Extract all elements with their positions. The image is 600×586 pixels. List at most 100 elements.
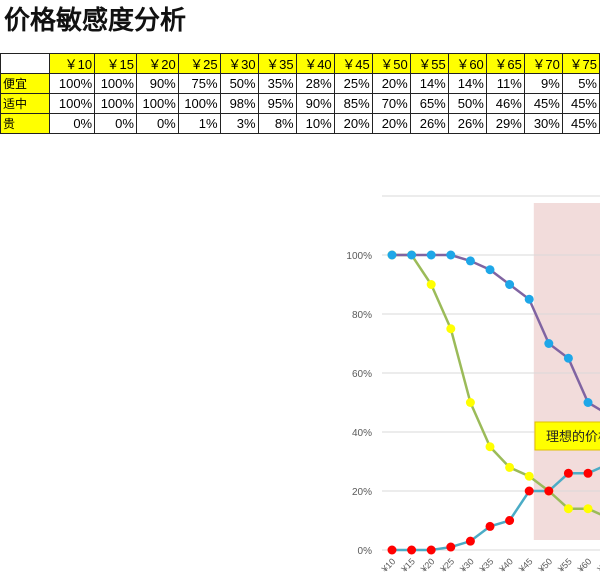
data-point: [524, 486, 534, 496]
data-point: [485, 265, 495, 275]
header-cell[interactable]: ￥50: [371, 53, 411, 74]
data-point: [544, 339, 554, 348]
x-tick-label: ¥40: [497, 556, 515, 574]
table-cell[interactable]: 50%: [219, 73, 259, 94]
data-point: [563, 504, 573, 514]
table-cell[interactable]: 98%: [219, 93, 259, 114]
header-cell[interactable]: ￥20: [135, 53, 179, 74]
x-tick-label: ¥15: [399, 556, 417, 574]
table-cell[interactable]: 11%: [485, 73, 525, 94]
table-cell[interactable]: 100%: [135, 93, 179, 114]
table-cell[interactable]: 9%: [523, 73, 563, 94]
table-cell[interactable]: 26%: [409, 113, 449, 134]
row-label[interactable]: 便宜: [0, 73, 51, 94]
table-cell[interactable]: 75%: [177, 73, 221, 94]
table-cell[interactable]: 20%: [371, 113, 411, 134]
data-point: [505, 516, 515, 525]
table-cell[interactable]: 90%: [135, 73, 179, 94]
header-cell[interactable]: ￥75: [561, 53, 600, 74]
header-cell[interactable]: ￥10: [49, 53, 96, 74]
table-cell[interactable]: 45%: [561, 93, 600, 114]
data-point: [446, 250, 456, 260]
table-cell[interactable]: 100%: [49, 73, 96, 94]
table-cell[interactable]: 28%: [295, 73, 335, 94]
header-cell[interactable]: ￥25: [177, 53, 221, 74]
table-cell[interactable]: 35%: [257, 73, 297, 94]
table-cell[interactable]: 26%: [447, 113, 487, 134]
data-point: [446, 324, 456, 334]
page-title: 价格敏感度分析: [4, 6, 187, 36]
x-tick-label: ¥55: [555, 556, 573, 574]
table-cell[interactable]: 29%: [485, 113, 525, 134]
header-cell[interactable]: ￥30: [219, 53, 259, 74]
table-cell[interactable]: 0%: [49, 113, 96, 134]
table-cell[interactable]: 90%: [295, 93, 335, 114]
table-cell[interactable]: 14%: [447, 73, 487, 94]
table-cell[interactable]: 5%: [561, 73, 600, 94]
table-cell[interactable]: 20%: [333, 113, 373, 134]
data-point: [563, 353, 573, 363]
table-cell[interactable]: 65%: [409, 93, 449, 114]
table-cell[interactable]: 100%: [94, 73, 137, 94]
y-tick-label: 80%: [352, 310, 372, 321]
table-cell[interactable]: 20%: [371, 73, 411, 94]
table-cell[interactable]: 3%: [219, 113, 259, 134]
table-row: 贵 0% 0% 0% 1% 3% 8% 10% 20% 20% 26% 26% 29% 30% 45%: [0, 113, 600, 134]
data-point: [583, 468, 593, 478]
y-tick-label: 20%: [352, 487, 372, 498]
table-cell[interactable]: 46%: [485, 93, 525, 114]
table-cell[interactable]: 8%: [257, 113, 297, 134]
header-cell[interactable]: ￥70: [523, 53, 563, 74]
x-tick-label: ¥50: [536, 556, 554, 574]
table-cell[interactable]: 95%: [257, 93, 297, 114]
x-tick-label: ¥45: [516, 556, 534, 574]
header-cell[interactable]: ￥45: [333, 53, 373, 74]
data-point: [465, 536, 475, 546]
row-label[interactable]: 贵: [0, 113, 51, 134]
table-cell[interactable]: 70%: [371, 93, 411, 114]
y-tick-label: 60%: [352, 369, 372, 380]
data-point: [485, 442, 495, 452]
table-cell[interactable]: 0%: [94, 113, 137, 134]
data-point: [485, 521, 495, 531]
data-point: [426, 280, 436, 289]
table-cell[interactable]: 100%: [177, 93, 221, 114]
y-tick-label: 40%: [352, 428, 372, 439]
table-cell[interactable]: 45%: [561, 113, 600, 134]
x-tick-label: ¥25: [438, 556, 456, 574]
header-cell[interactable]: ￥40: [295, 53, 335, 74]
row-label[interactable]: 适中: [0, 93, 51, 114]
series-line: [392, 253, 600, 516]
data-point: [387, 545, 397, 555]
header-cell[interactable]: ￥35: [257, 53, 297, 74]
table-cell[interactable]: 85%: [333, 93, 373, 114]
table-cell[interactable]: 30%: [523, 113, 563, 134]
table-cell[interactable]: 100%: [94, 93, 137, 114]
table-cell[interactable]: 10%: [295, 113, 335, 134]
data-point: [544, 486, 554, 496]
ideal-price-region: [533, 203, 600, 540]
x-tick-label: ¥35: [477, 556, 495, 574]
table-cell[interactable]: 45%: [523, 93, 563, 114]
header-cell[interactable]: ￥60: [447, 53, 487, 74]
data-point: [505, 462, 515, 472]
data-point: [563, 468, 573, 478]
x-tick-label: ¥20: [418, 556, 436, 574]
header-cell[interactable]: ￥15: [94, 53, 137, 74]
table-cell[interactable]: 50%: [447, 93, 487, 114]
table-cell[interactable]: 25%: [333, 73, 373, 94]
x-tick-label: ¥30: [457, 556, 475, 574]
header-cell[interactable]: [0, 53, 51, 74]
data-point: [446, 542, 456, 552]
table-cell[interactable]: 1%: [177, 113, 221, 134]
table-cell[interactable]: 14%: [409, 73, 449, 94]
header-cell[interactable]: ￥65: [485, 53, 525, 74]
header-cell[interactable]: ￥55: [409, 53, 449, 74]
price-sensitivity-table: ￥10 ￥15 ￥20 ￥25 ￥30 ￥35 ￥40 ￥45 ￥50 ￥55 ￥60 ￥65 ￥70 ￥…: [0, 53, 600, 134]
table-cell[interactable]: 100%: [49, 93, 96, 114]
header-row: ￥10 ￥15 ￥20 ￥25 ￥30 ￥35 ￥40 ￥45 ￥50 ￥55 ￥60 ￥65 ￥70 ￥…: [0, 53, 600, 74]
data-point: [505, 280, 515, 289]
data-point: [524, 471, 534, 481]
data-point: [465, 256, 475, 266]
table-cell[interactable]: 0%: [135, 113, 179, 134]
